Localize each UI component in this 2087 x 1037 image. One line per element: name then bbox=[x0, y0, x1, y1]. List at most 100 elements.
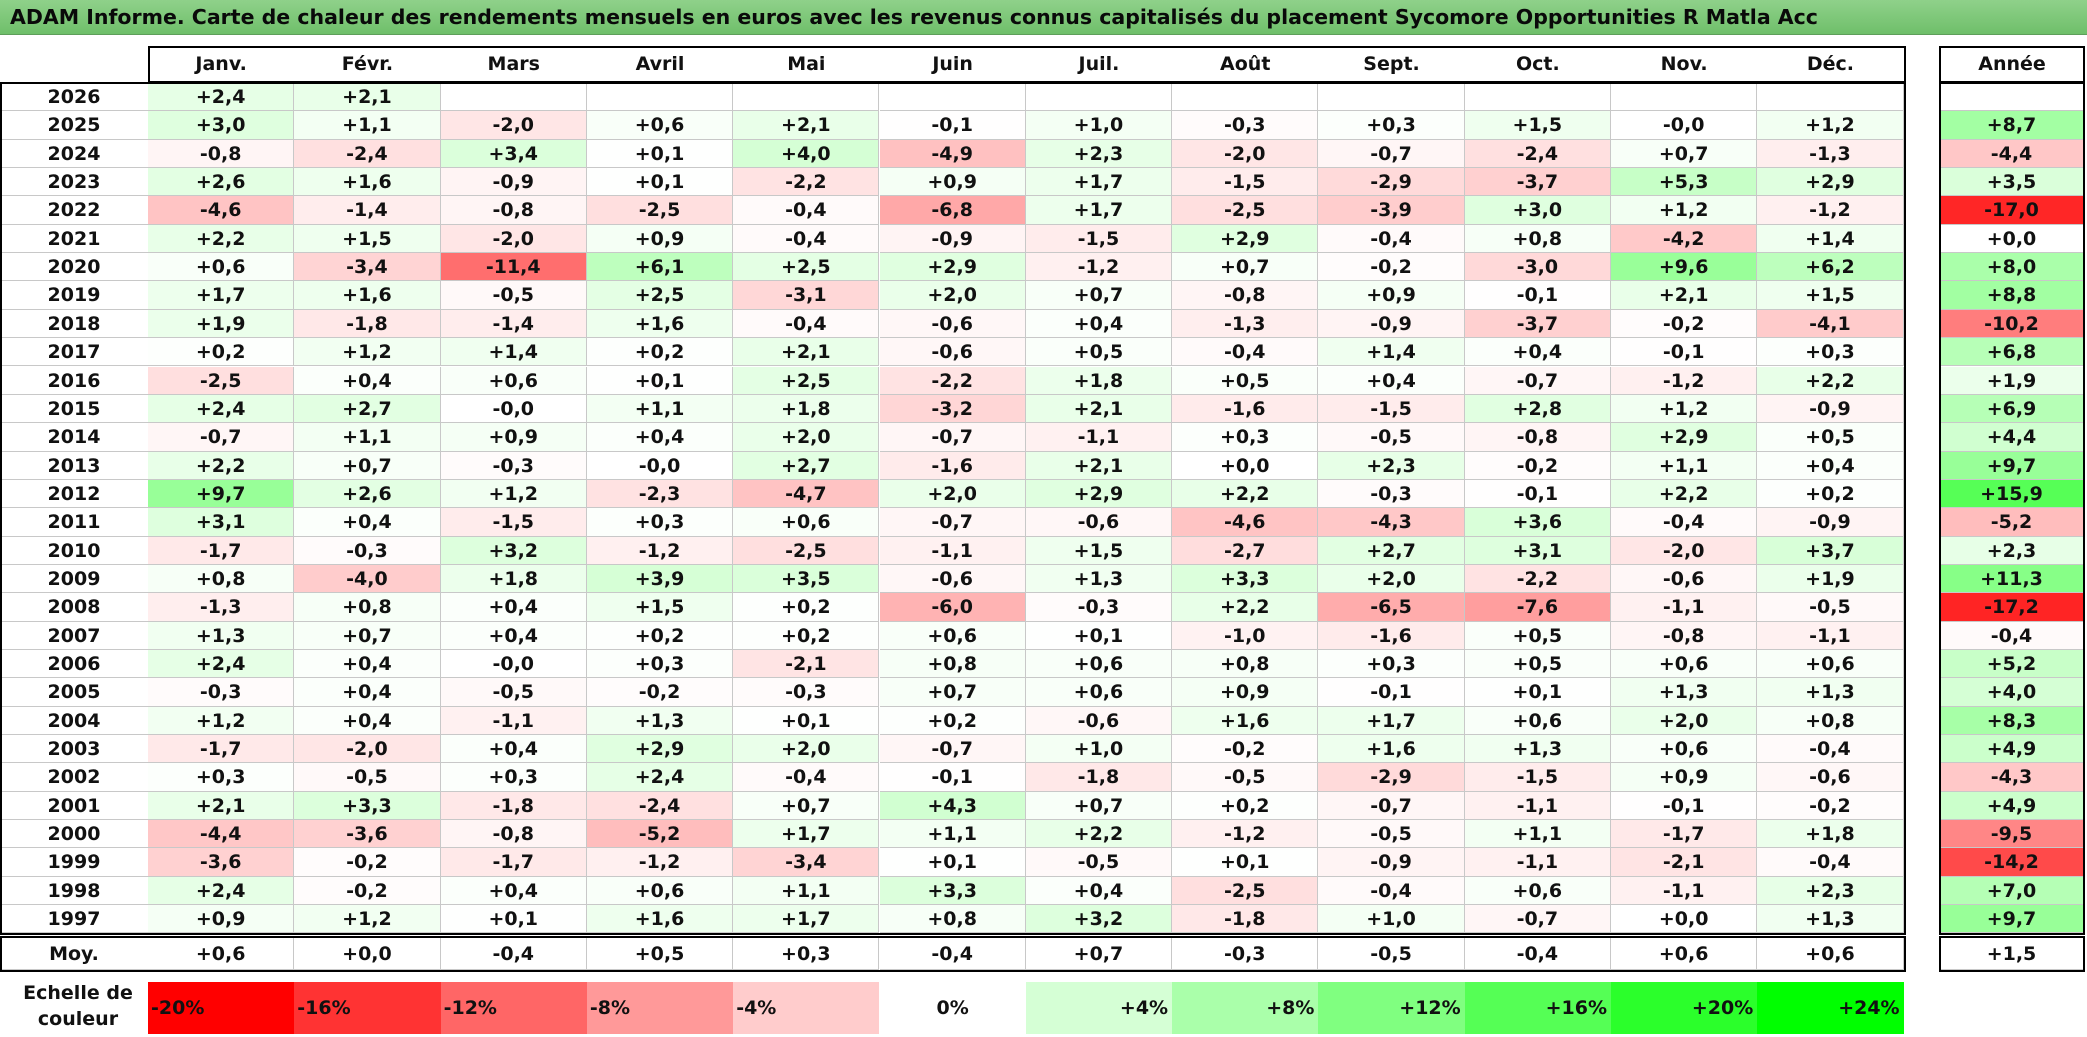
year-label: 2003 bbox=[0, 735, 148, 764]
heatmap-cell: +1,7 bbox=[148, 281, 295, 310]
heatmap-cell: -0,8 bbox=[148, 139, 295, 169]
heatmap-cell: -0,3 bbox=[148, 678, 295, 707]
heatmap-cell: +3,9 bbox=[586, 564, 734, 594]
heatmap-cell: -1,1 bbox=[1025, 423, 1173, 452]
column-header: Nov. bbox=[1611, 47, 1758, 82]
annual-cell: +4,4 bbox=[1939, 423, 2085, 452]
heatmap-cell: +1,8 bbox=[733, 394, 880, 424]
annual-header-box bbox=[1939, 46, 2085, 83]
heatmap-cell: +1,6 bbox=[1172, 706, 1319, 736]
heatmap-cell: -0,2 bbox=[294, 876, 441, 906]
annual-cell: -0,4 bbox=[1939, 621, 2085, 650]
heatmap-cell: +1,1 bbox=[879, 820, 1026, 849]
heatmap-cell: -0,0 bbox=[440, 394, 587, 424]
heatmap-cell: +1,2 bbox=[1611, 196, 1758, 225]
heatmap-cell: +2,9 bbox=[879, 253, 1026, 282]
heatmap-cell: -2,9 bbox=[1318, 763, 1465, 792]
annual-cell: +6,9 bbox=[1939, 394, 2085, 424]
heatmap-cell: +0,9 bbox=[1318, 281, 1465, 310]
average-label: Moy. bbox=[0, 937, 148, 970]
heatmap-cell: -1,7 bbox=[148, 735, 295, 764]
annual-data-box bbox=[1939, 82, 2085, 935]
heatmap-cell: -0,6 bbox=[879, 338, 1026, 367]
heatmap-cell: +1,1 bbox=[586, 394, 734, 424]
column-header: Mai bbox=[733, 47, 880, 82]
heatmap-cell: +0,4 bbox=[1025, 876, 1173, 906]
heatmap-cell: +0,4 bbox=[1464, 338, 1611, 367]
heatmap-cell: -0,5 bbox=[1318, 820, 1465, 849]
annual-cell: +9,7 bbox=[1939, 905, 2085, 934]
year-label: 2019 bbox=[0, 281, 148, 310]
heatmap-cell: +0,6 bbox=[1611, 650, 1758, 679]
heatmap-cell: -0,8 bbox=[440, 196, 587, 225]
heatmap-cell: +1,0 bbox=[1318, 905, 1465, 934]
heatmap-cell: +1,4 bbox=[1318, 338, 1465, 367]
color-scale-swatch: +12% bbox=[1318, 982, 1465, 1034]
heatmap-cell: -1,6 bbox=[879, 451, 1026, 480]
heatmap-cell: -0,7 bbox=[1318, 791, 1465, 821]
heatmap-cell: +1,3 bbox=[1464, 735, 1611, 764]
heatmap-cell: +0,6 bbox=[440, 366, 587, 395]
heatmap-cell: -0,2 bbox=[1757, 791, 1904, 821]
heatmap-cell: -1,0 bbox=[1172, 621, 1319, 650]
heatmap-cell: -3,6 bbox=[294, 820, 441, 849]
year-label: 2014 bbox=[0, 423, 148, 452]
heatmap-cell: +2,5 bbox=[733, 253, 880, 282]
heatmap-cell: -1,2 bbox=[1757, 196, 1904, 225]
heatmap-cell: +0,8 bbox=[879, 650, 1026, 679]
heatmap-cell: +0,1 bbox=[879, 848, 1026, 877]
annual-cell: +1,9 bbox=[1939, 366, 2085, 395]
heatmap-cell: +2,3 bbox=[1318, 451, 1465, 480]
heatmap-cell: +1,3 bbox=[1757, 905, 1904, 934]
heatmap-cell: +0,4 bbox=[294, 366, 441, 395]
heatmap-cell: +1,7 bbox=[1025, 196, 1173, 225]
heatmap-cell: +1,5 bbox=[1025, 536, 1173, 565]
heatmap-cell: -0,1 bbox=[879, 763, 1026, 792]
heatmap-cell: +2,7 bbox=[294, 394, 441, 424]
heatmap-cell: -1,2 bbox=[1172, 820, 1319, 849]
heatmap-cell: +0,1 bbox=[586, 366, 734, 395]
average-cell: -0,3 bbox=[1172, 937, 1319, 970]
heatmap-cell: +0,6 bbox=[1464, 876, 1611, 906]
average-cell: +0,6 bbox=[148, 937, 295, 970]
heatmap-cell: +0,6 bbox=[879, 621, 1026, 650]
heatmap-cell: +1,0 bbox=[1025, 111, 1173, 140]
heatmap-cell: -1,3 bbox=[1172, 309, 1319, 339]
heatmap-cell: +2,1 bbox=[1025, 394, 1173, 424]
heatmap-cell: +0,2 bbox=[879, 706, 1026, 736]
heatmap-cell: -2,0 bbox=[440, 224, 587, 254]
heatmap-cell: -3,6 bbox=[148, 848, 295, 877]
heatmap-cell: +0,7 bbox=[1611, 139, 1758, 169]
heatmap-cell: -1,5 bbox=[1025, 224, 1173, 254]
heatmap-cell: -0,0 bbox=[1611, 111, 1758, 140]
color-scale-swatch: +24% bbox=[1757, 982, 1904, 1034]
heatmap-cell: +2,2 bbox=[148, 224, 295, 254]
year-label: 2007 bbox=[0, 621, 148, 650]
heatmap-cell: +5,3 bbox=[1611, 168, 1758, 197]
annual-cell: +7,0 bbox=[1939, 876, 2085, 906]
heatmap-cell: -0,4 bbox=[1757, 848, 1904, 877]
heatmap-cell: +2,1 bbox=[1611, 281, 1758, 310]
heatmap-cell: -0,9 bbox=[1757, 508, 1904, 537]
heatmap-cell: +2,2 bbox=[1025, 820, 1173, 849]
heatmap-cell: +2,2 bbox=[1611, 479, 1758, 509]
heatmap-cell: +2,5 bbox=[586, 281, 734, 310]
heatmap-cell: -1,4 bbox=[294, 196, 441, 225]
heatmap-cell: +0,9 bbox=[148, 905, 295, 934]
heatmap-cell: +0,9 bbox=[586, 224, 734, 254]
heatmap-cell: -0,4 bbox=[1318, 224, 1465, 254]
heatmap-cell: -2,0 bbox=[294, 735, 441, 764]
color-scale-swatch: -16% bbox=[294, 982, 441, 1034]
heatmap-cell: -3,0 bbox=[1464, 253, 1611, 282]
heatmap-cell: +6,2 bbox=[1757, 253, 1904, 282]
heatmap-cell: +2,8 bbox=[1464, 394, 1611, 424]
year-label: 2008 bbox=[0, 593, 148, 622]
heatmap-cell: +1,1 bbox=[1611, 451, 1758, 480]
heatmap-cell: +0,4 bbox=[440, 621, 587, 650]
heatmap-cell: +0,3 bbox=[148, 763, 295, 792]
heatmap-cell: -0,5 bbox=[1172, 763, 1319, 792]
heatmap-cell: -0,7 bbox=[1464, 905, 1611, 934]
heatmap-cell: +1,7 bbox=[1318, 706, 1465, 736]
heatmap-cell: -0,3 bbox=[1172, 111, 1319, 140]
heatmap-cell: +3,5 bbox=[733, 564, 880, 594]
